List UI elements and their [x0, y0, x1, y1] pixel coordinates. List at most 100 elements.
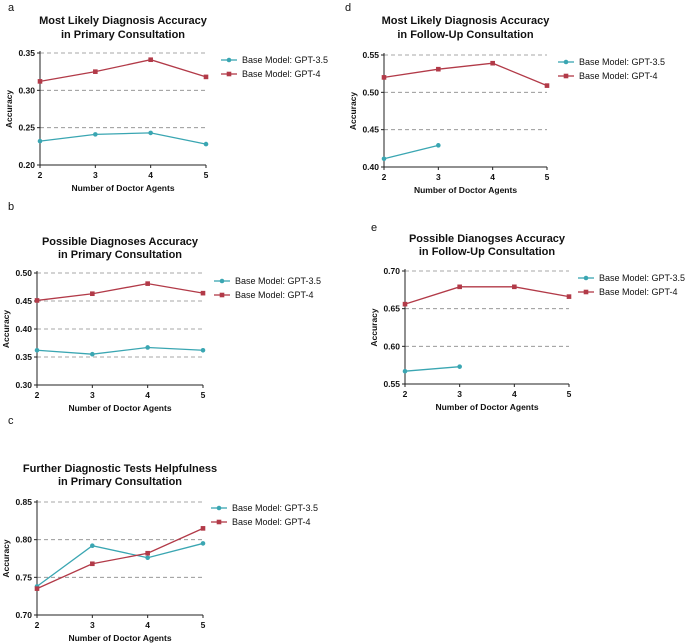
chart-title-line: in Primary Consultation: [58, 249, 182, 261]
legend-label: Base Model: GPT-3.5: [232, 503, 318, 513]
data-point-gpt4: [34, 298, 40, 303]
data-point-gpt35: [90, 543, 95, 548]
data-point-gpt35: [436, 143, 441, 148]
x-tick-label: 2: [403, 389, 408, 399]
panel-letter: a: [8, 2, 15, 14]
x-tick-label: 4: [148, 170, 153, 180]
x-tick-label: 3: [457, 389, 462, 399]
legend-label: Base Model: GPT-4: [579, 71, 658, 81]
legend-marker: [226, 57, 232, 63]
chart-panel-a: a Most Likely Diagnosis Accuracy in Primar…: [4, 2, 328, 193]
x-axis-title: Number of Doctor Agents: [68, 403, 171, 413]
y-tick-label: 0.60: [383, 341, 400, 351]
x-tick-label: 3: [90, 390, 95, 400]
series-line-gpt4: [404, 286, 570, 305]
y-tick-label: 0.50: [15, 268, 32, 278]
data-point-gpt4: [544, 83, 550, 88]
y-tick-label: 0.55: [362, 50, 379, 60]
legend-marker: [226, 71, 232, 77]
x-tick-label: 5: [545, 172, 550, 182]
series-line-gpt4: [39, 59, 207, 83]
y-tick-label: 0.35: [18, 48, 35, 58]
y-tick-label: 0.35: [15, 352, 32, 362]
x-tick-label: 3: [90, 620, 95, 630]
x-axis-title: Number of Doctor Agents: [68, 633, 171, 643]
panel-letter: c: [8, 415, 14, 427]
chart-title-line: Most Likely Diagnosis Accuracy: [39, 15, 208, 27]
data-point-gpt35: [381, 156, 387, 162]
x-axis-title: Number of Doctor Agents: [414, 185, 517, 195]
data-point-gpt4: [402, 301, 408, 307]
legend-marker: [219, 278, 225, 284]
y-axis-title: Accuracy: [1, 539, 11, 578]
data-point-gpt4: [148, 57, 153, 63]
x-tick-label: 5: [567, 389, 572, 399]
legend-label: Base Model: GPT-3.5: [599, 273, 685, 283]
data-point-gpt4: [93, 69, 98, 74]
panel-letter: b: [8, 201, 14, 213]
data-point-gpt4: [512, 284, 517, 290]
data-point-gpt35: [145, 345, 150, 350]
data-point-gpt4: [90, 561, 95, 567]
series-line-gpt4: [383, 62, 548, 87]
y-tick-label: 0.65: [383, 304, 400, 314]
y-tick-label: 0.70: [383, 266, 400, 276]
chart-panel-c: c Further Diagnostic Tests Helpfulnessin …: [1, 415, 318, 643]
x-tick-label: 3: [93, 170, 98, 180]
data-point-gpt4: [381, 75, 387, 80]
data-point-gpt35: [200, 541, 206, 546]
legend-label: Base Model: GPT-3.5: [579, 57, 665, 67]
data-point-gpt35: [37, 138, 43, 144]
x-tick-label: 5: [204, 170, 209, 180]
x-tick-label: 2: [35, 390, 40, 400]
y-tick-label: 0.80: [15, 535, 32, 545]
x-tick-label: 2: [382, 172, 387, 182]
chart-title-line: Further Diagnostic Tests Helpfulness: [23, 463, 217, 475]
x-tick-label: 5: [201, 390, 206, 400]
panel-letter: e: [371, 222, 377, 234]
y-tick-label: 0.45: [362, 125, 379, 135]
data-point-gpt35: [34, 347, 40, 353]
y-tick-label: 0.40: [15, 324, 32, 334]
data-point-gpt35: [200, 347, 206, 353]
data-point-gpt4: [566, 294, 572, 299]
data-point-gpt4: [457, 284, 462, 290]
y-tick-label: 0.20: [18, 160, 35, 170]
data-point-gpt4: [490, 60, 495, 66]
legend-marker: [216, 505, 222, 511]
legend-marker: [563, 59, 569, 65]
data-point-gpt35: [145, 555, 150, 561]
x-tick-label: 4: [490, 172, 495, 182]
data-point-gpt4: [90, 291, 95, 297]
y-tick-label: 0.70: [15, 610, 32, 620]
x-tick-label: 4: [512, 389, 517, 399]
x-tick-label: 4: [145, 620, 150, 630]
legend-label: Base Model: GPT-4: [232, 517, 311, 527]
data-point-gpt35: [148, 130, 153, 136]
legend-marker: [583, 289, 589, 295]
y-tick-label: 0.45: [15, 296, 32, 306]
chart-title-line: in Primary Consultation: [58, 476, 182, 488]
panel-letter: d: [345, 2, 351, 14]
y-tick-label: 0.30: [15, 380, 32, 390]
y-tick-label: 0.40: [362, 162, 379, 172]
y-tick-label: 0.25: [18, 123, 35, 133]
series-line-gpt35: [404, 366, 460, 372]
legend-marker: [563, 73, 569, 79]
y-tick-label: 0.30: [18, 85, 35, 95]
series-line-gpt4: [36, 527, 204, 590]
x-tick-label: 3: [436, 172, 441, 182]
series-line-gpt4: [36, 282, 204, 302]
chart-panel-d: d Most Likely Diagnosis Accuracy in Follow…: [345, 2, 665, 195]
data-point-gpt35: [90, 351, 95, 357]
x-tick-label: 4: [145, 390, 150, 400]
x-axis-title: Number of Doctor Agents: [71, 183, 174, 193]
x-tick-label: 2: [38, 170, 43, 180]
y-tick-label: 0.55: [383, 379, 400, 389]
series-line-gpt35: [36, 542, 204, 587]
chart-title-line: in Primary Consultation: [61, 29, 185, 41]
y-tick-label: 0.50: [362, 87, 379, 97]
